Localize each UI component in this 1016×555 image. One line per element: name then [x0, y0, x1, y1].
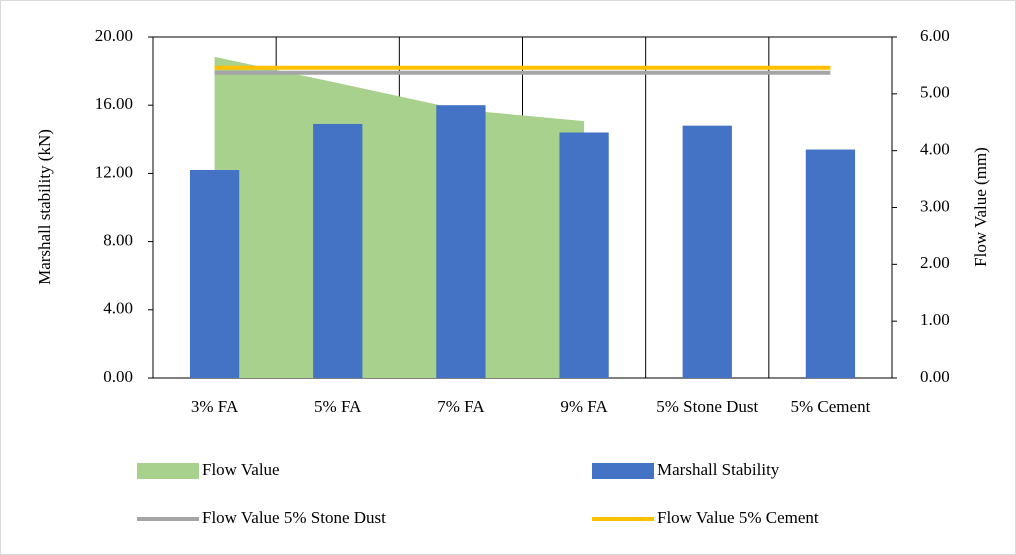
y-tick-label: 4.00: [103, 299, 133, 318]
bar: [805, 149, 856, 378]
x-tick-label: 5% FA: [314, 397, 362, 416]
area: [214, 56, 585, 379]
y2-tick-label: 4.00: [920, 140, 950, 159]
x-tick-label: 7% FA: [437, 397, 485, 416]
legend-swatch: [592, 463, 654, 479]
bar: [559, 132, 609, 378]
legend-label: Marshall Stability: [657, 460, 780, 479]
bar: [436, 105, 486, 378]
legend-swatch: [137, 463, 199, 479]
legend-label: Flow Value 5% Stone Dust: [202, 508, 386, 527]
x-tick-label: 3% FA: [191, 397, 239, 416]
y2-tick-label: 5.00: [920, 83, 950, 102]
y-tick-label: 8.00: [103, 231, 133, 250]
legend-label: Flow Value 5% Cement: [657, 508, 819, 527]
bar: [313, 123, 363, 378]
y-tick-label: 20.00: [95, 26, 133, 45]
x-tick-label: 5% Cement: [791, 397, 871, 416]
y2-tick-label: 0.00: [920, 367, 950, 386]
y-tick-label: 0.00: [103, 367, 133, 386]
bar: [189, 169, 240, 378]
y-tick-label: 12.00: [95, 162, 133, 181]
legend-label: Flow Value: [202, 460, 280, 479]
y-tick-label: 16.00: [95, 94, 133, 113]
y2-tick-label: 2.00: [920, 253, 950, 272]
y2-tick-label: 1.00: [920, 310, 950, 329]
y-axis-title: Marshall stability (kN): [35, 129, 54, 285]
x-tick-label: 5% Stone Dust: [656, 397, 758, 416]
y2-tick-label: 6.00: [920, 26, 950, 45]
y2-tick-label: 3.00: [920, 196, 950, 215]
bar: [682, 125, 732, 378]
y2-axis-title: Flow Value (mm): [971, 147, 990, 267]
x-tick-label: 9% FA: [560, 397, 608, 416]
